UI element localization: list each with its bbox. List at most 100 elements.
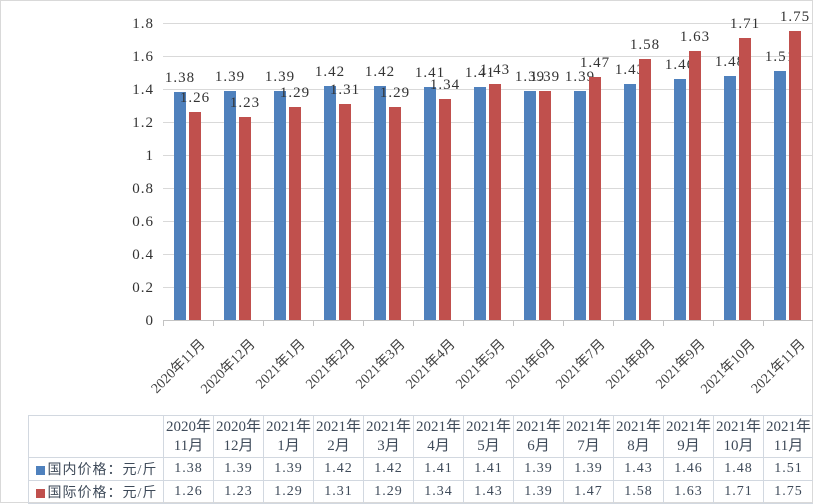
bar-domestic-price [324,86,336,320]
gridline [163,188,813,189]
bar-international-price [739,38,751,320]
bar-domestic-price [724,76,736,320]
bar-value-label: 1.47 [572,56,618,71]
gridline [163,155,813,156]
y-tick-label: 0.8 [106,180,154,198]
x-axis-tick [663,321,664,326]
y-tick-label: 1 [106,147,154,165]
x-axis-tick [763,321,764,326]
table-value-cell: 1.75 [764,481,813,504]
bar-international-price [189,112,201,320]
gridline [163,23,813,24]
bar-domestic-price [224,91,236,320]
table-value-cell: 1.63 [664,481,714,504]
bar-international-price [789,31,801,320]
table-value-cell: 1.48 [714,458,764,481]
gridline [163,122,813,123]
bar-domestic-price [424,87,436,320]
x-axis-tick [563,321,564,326]
bar-value-label: 1.39 [257,70,303,85]
y-tick-label: 0.4 [106,246,154,264]
bar-domestic-price [674,79,686,320]
table-value-cell: 1.51 [764,458,813,481]
y-tick-label: 1.8 [106,15,154,33]
x-axis-tick [363,321,364,326]
series-label-cell: 国内价格：元/斤 [29,458,164,481]
bar-value-label: 1.38 [157,71,203,86]
table-value-cell: 1.31 [314,481,364,504]
bar-international-price [439,99,451,320]
legend-marker-domestic-price-icon [36,466,45,475]
series-label-cell: 国际价格：元/斤 [29,481,164,504]
bar-value-label: 1.43 [472,63,518,78]
x-axis-tick [313,321,314,326]
gridline [163,254,813,255]
table-value-cell: 1.47 [564,481,614,504]
bar-value-label: 1.42 [307,65,353,80]
bar-value-label: 1.39 [522,70,568,85]
legend-marker-international-price-icon [36,489,45,498]
table-value-cell: 1.43 [614,458,664,481]
y-tick-label: 1.4 [106,81,154,99]
y-tick-label: 0 [106,312,154,330]
bar-international-price [539,91,551,320]
bar-value-label: 1.75 [772,10,813,25]
table-value-cell: 1.39 [514,481,564,504]
table-value-cell: 1.42 [364,458,414,481]
bar-international-price [239,117,251,320]
table-corner-cell [29,416,164,458]
bar-value-label: 1.29 [272,86,318,101]
bar-value-label: 1.29 [372,86,418,101]
gridline [163,287,813,288]
bar-domestic-price [774,71,786,320]
bar-value-label: 1.39 [207,70,253,85]
bar-value-label: 1.42 [357,65,403,80]
table-value-cell: 1.39 [564,458,614,481]
table-value-cell: 1.41 [464,458,514,481]
bar-value-label: 1.63 [672,30,718,45]
x-axis-tick [513,321,514,326]
x-axis-tick [213,321,214,326]
bar-international-price [389,107,401,320]
x-axis-tick [713,321,714,326]
table-value-cell: 1.34 [414,481,464,504]
bar-domestic-price [474,87,486,320]
bar-international-price [639,59,651,320]
bar-value-label: 1.71 [722,17,768,32]
bar-value-label: 1.58 [622,38,668,53]
bar-international-price [589,77,601,320]
bar-domestic-price [574,91,586,320]
y-tick-label: 0.2 [106,279,154,297]
table-value-cell: 1.39 [264,458,314,481]
series-label: 国际价格：元/斤 [48,486,158,501]
x-axis-line [163,320,813,321]
table-value-cell: 1.43 [464,481,514,504]
gridline [163,89,813,90]
table-value-cell: 1.29 [264,481,314,504]
table-value-cell: 1.23 [214,481,264,504]
bar-domestic-price [274,91,286,320]
y-tick-label: 1.6 [106,48,154,66]
x-axis-tick [263,321,264,326]
table-value-cell: 1.29 [364,481,414,504]
bar-international-price [489,84,501,320]
bar-value-label: 1.23 [222,96,268,111]
bar-value-label: 1.31 [322,83,368,98]
gridline [163,221,813,222]
y-tick-label: 1.2 [106,114,154,132]
bar-international-price [289,107,301,320]
table-value-cell: 1.46 [664,458,714,481]
bar-domestic-price [374,86,386,320]
